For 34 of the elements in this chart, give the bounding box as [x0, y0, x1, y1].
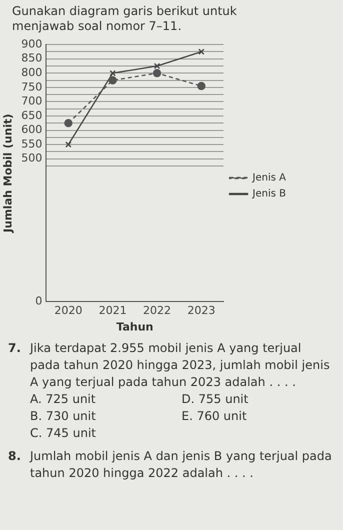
x-axis-title: Tahun: [116, 320, 154, 334]
x-tick-label: 2022: [143, 304, 172, 318]
y-tick-label: 0: [35, 294, 42, 308]
y-tick-label: 500: [21, 152, 42, 165]
y-tick-label: 750: [21, 80, 42, 94]
x-tick-label: 2020: [54, 304, 82, 318]
y-tick-label: 700: [21, 94, 42, 108]
point: [198, 48, 204, 55]
point: [197, 82, 206, 90]
chart-title: Gunakan diagram garis berikut untuk menjawab soal nomor 7–11.: [11, 3, 238, 34]
y-tick-label: 600: [21, 123, 42, 136]
text: 8. Jumlah mobil jenis A dan jenis B yang terjual pada tahun 2020 hingga 2022 adalah . . . .: [8, 448, 333, 482]
x-tick-label: 2023: [187, 304, 216, 318]
point: [152, 69, 162, 78]
y-axis-title: Jumlah Mobil (unit): [1, 114, 14, 234]
legend-label: Jenis B: [252, 188, 286, 200]
text: B. 730 unit: [30, 408, 97, 425]
text: E. 760 unit: [182, 408, 248, 425]
point: [64, 118, 73, 128]
text: A. 725 unit: [30, 391, 97, 408]
y-tick-label: 650: [21, 108, 42, 122]
point: [154, 62, 160, 70]
text: C. 745 unit: [30, 425, 97, 442]
text: D. 755 unit: [182, 391, 250, 408]
point: [110, 70, 116, 76]
y-tick-label: 850: [21, 52, 42, 65]
x-tick-label: 2021: [98, 304, 127, 318]
y-tick-label: 900: [21, 37, 42, 50]
y-tick-label: 550: [21, 137, 42, 150]
point: [108, 76, 117, 84]
point: [65, 141, 72, 148]
y-tick-label: 800: [21, 66, 42, 80]
text: 7. Jika terdapat 2.955 mobil jenis A yang terjual pada tahun 2020 hingga 2023, jumlah mobil jenis A yang terjual pada tahun 2023 adalah . . . .: [8, 340, 331, 391]
legend-label: Jenis A: [252, 172, 286, 184]
